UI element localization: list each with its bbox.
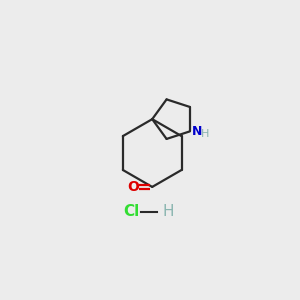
Text: Cl: Cl xyxy=(124,204,140,219)
Text: O: O xyxy=(127,180,139,194)
Text: H: H xyxy=(162,204,174,219)
Text: N: N xyxy=(192,125,202,138)
Text: H: H xyxy=(201,130,209,140)
